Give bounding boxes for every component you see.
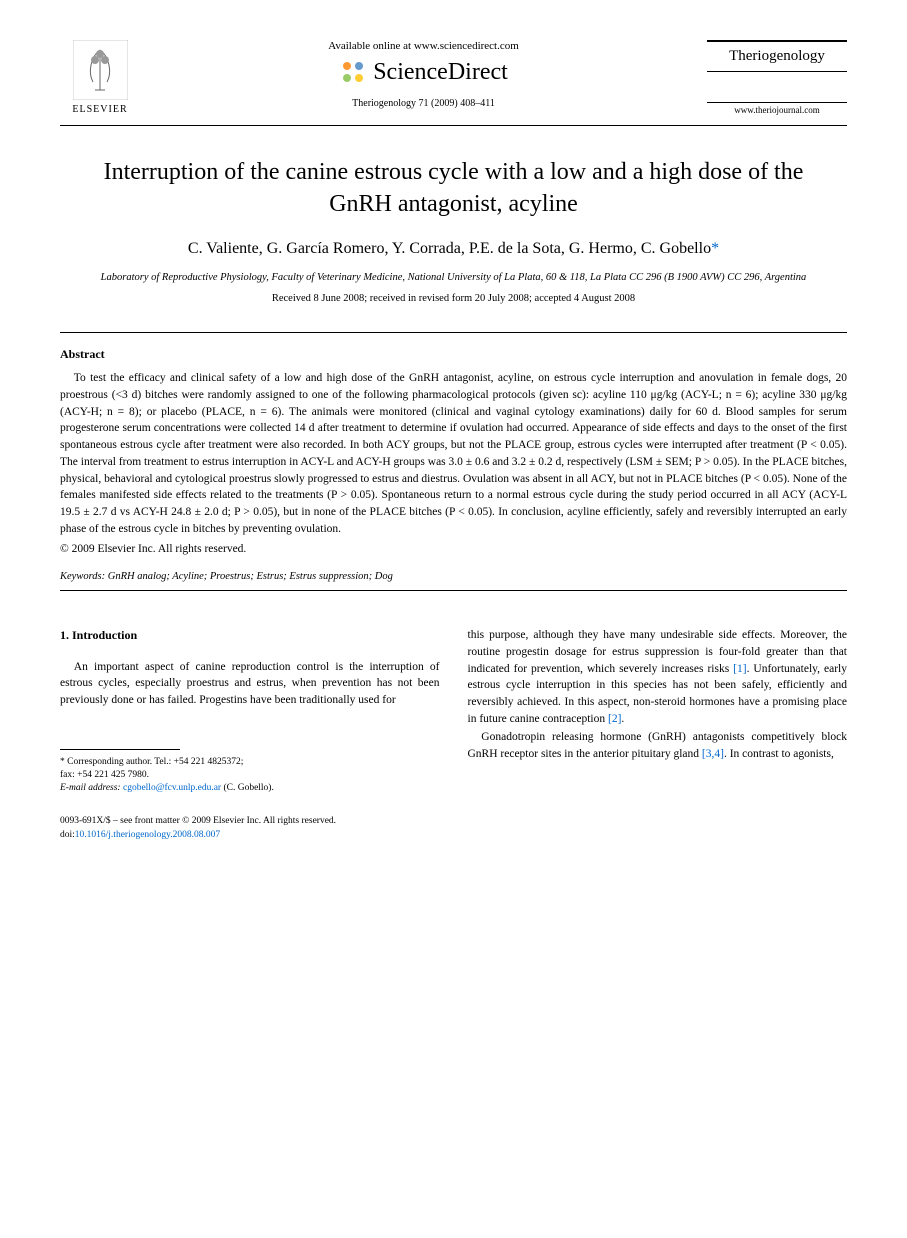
abstract-heading: Abstract [60, 347, 847, 362]
bottom-info: 0093-691X/$ – see front matter © 2009 El… [60, 815, 440, 842]
article-title: Interruption of the canine estrous cycle… [80, 156, 827, 221]
authors-text: C. Valiente, G. García Romero, Y. Corrad… [188, 240, 711, 257]
sciencedirect-brand[interactable]: ScienceDirect [339, 58, 508, 86]
sciencedirect-text: ScienceDirect [373, 59, 508, 86]
section-heading: 1. Introduction [60, 627, 440, 644]
keywords-label: Keywords: [60, 571, 105, 582]
r2b: . In contrast to agonists, [724, 748, 834, 760]
section-number: 1. [60, 628, 69, 642]
affiliation: Laboratory of Reproductive Physiology, F… [90, 271, 817, 286]
section-title: Introduction [72, 628, 137, 642]
issn-line: 0093-691X/$ – see front matter © 2009 El… [60, 815, 440, 828]
publisher-name: ELSEVIER [72, 104, 127, 115]
center-header: Available online at www.sciencedirect.co… [140, 40, 707, 109]
publisher-block: ELSEVIER [60, 40, 140, 115]
body-columns: 1. Introduction An important aspect of c… [60, 627, 847, 842]
footnote-email-label: E-mail address: [60, 783, 121, 793]
divider-bottom [60, 590, 847, 591]
footnote-separator [60, 749, 180, 750]
right-column: this purpose, although they have many un… [468, 627, 848, 842]
article-header: ELSEVIER Available online at www.science… [60, 40, 847, 126]
footnote-fax: fax: +54 221 425 7980. [60, 769, 440, 782]
left-column: 1. Introduction An important aspect of c… [60, 627, 440, 842]
elsevier-tree-logo [73, 40, 128, 100]
r1c: . [621, 713, 624, 725]
ref-link-2[interactable]: [2] [608, 713, 621, 725]
citation-line: Theriogenology 71 (2009) 408–411 [352, 98, 495, 109]
journal-url[interactable]: www.theriojournal.com [707, 102, 847, 115]
intro-para-left: An important aspect of canine reproducti… [60, 659, 440, 709]
footnote-email-link[interactable]: cgobello@fcv.unlp.edu.ar [123, 783, 221, 793]
abstract-copyright: © 2009 Elsevier Inc. All rights reserved… [60, 543, 847, 555]
intro-para-right-1: this purpose, although they have many un… [468, 627, 848, 727]
ref-link-1[interactable]: [1] [733, 663, 746, 675]
authors-line: C. Valiente, G. García Romero, Y. Corrad… [60, 237, 847, 261]
doi-label: doi: [60, 830, 75, 840]
keywords-items: GnRH analog; Acyline; Proestrus; Estrus;… [108, 571, 393, 582]
keywords-line: Keywords: GnRH analog; Acyline; Proestru… [60, 571, 847, 582]
doi-line: doi:10.1016/j.theriogenology.2008.08.007 [60, 829, 440, 842]
ref-link-34[interactable]: [3,4] [702, 748, 724, 760]
sciencedirect-icon [339, 58, 367, 86]
corresponding-author-link[interactable]: * [711, 240, 719, 257]
article-dates: Received 8 June 2008; received in revise… [60, 293, 847, 304]
journal-name: Theriogenology [707, 40, 847, 72]
available-online-text: Available online at www.sciencedirect.co… [328, 40, 519, 52]
doi-link[interactable]: 10.1016/j.theriogenology.2008.08.007 [75, 830, 220, 840]
footnote-email-suffix: (C. Gobello). [223, 783, 273, 793]
divider-top [60, 332, 847, 333]
footnote-tel: * Corresponding author. Tel.: +54 221 48… [60, 756, 440, 769]
abstract-text: To test the efficacy and clinical safety… [60, 370, 847, 537]
footnote-email-line: E-mail address: cgobello@fcv.unlp.edu.ar… [60, 782, 440, 795]
intro-para-right-2: Gonadotropin releasing hormone (GnRH) an… [468, 729, 848, 762]
journal-box: Theriogenology www.theriojournal.com [707, 40, 847, 115]
corresponding-footnote: * Corresponding author. Tel.: +54 221 48… [60, 756, 440, 796]
